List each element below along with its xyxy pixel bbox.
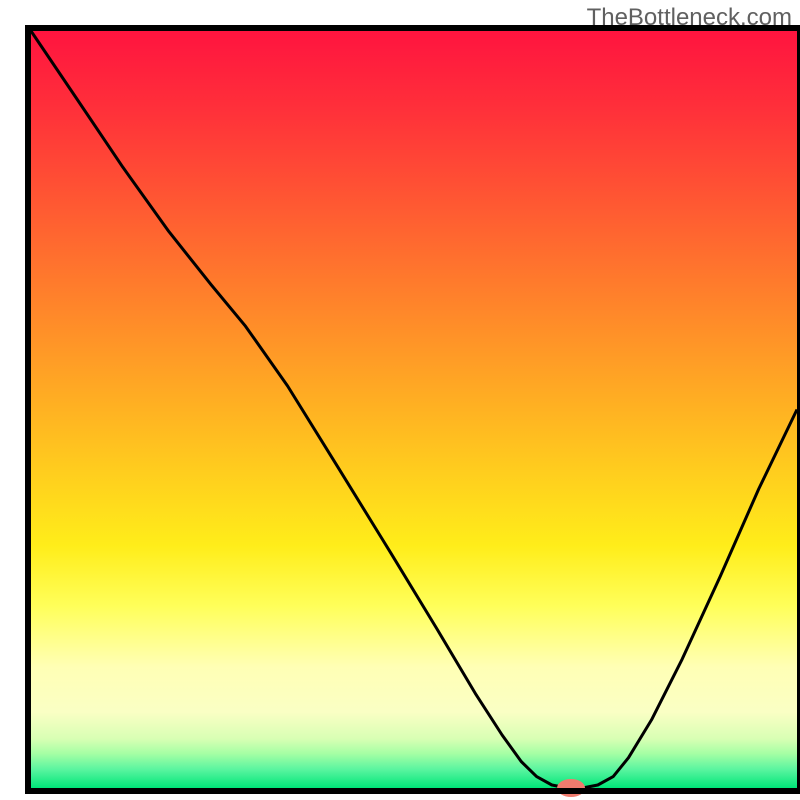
watermark-text: TheBottleneck.com xyxy=(587,4,792,32)
chart-container: { "watermark": "TheBottleneck.com", "cha… xyxy=(0,0,800,800)
bottleneck-curve-chart xyxy=(0,0,800,800)
plot-background xyxy=(31,31,797,788)
